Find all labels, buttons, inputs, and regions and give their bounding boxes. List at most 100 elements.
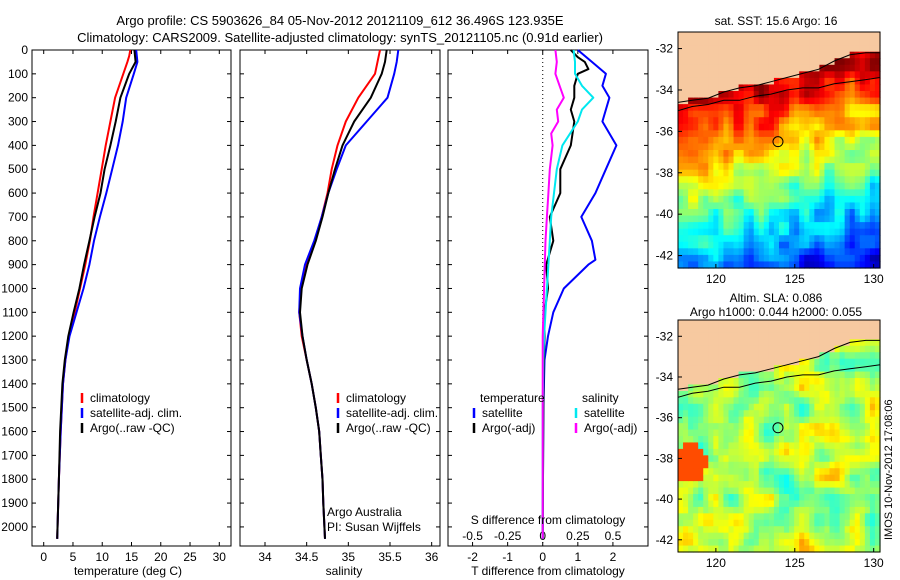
map-cell: [768, 378, 775, 386]
map-cell: [814, 448, 820, 456]
map-cell: [794, 163, 800, 171]
map-cell: [854, 410, 861, 418]
map-cell: [779, 38, 785, 46]
map-cell: [874, 195, 881, 204]
map-cell: [688, 448, 694, 456]
map-cell: [683, 487, 689, 495]
map-cell: [763, 110, 770, 118]
map-cell: [824, 365, 831, 373]
map-cell: [809, 182, 815, 190]
map-cell: [799, 461, 805, 469]
x-tick-label: 125: [785, 556, 805, 570]
map-cell: [693, 91, 699, 99]
map-cell: [723, 261, 730, 269]
map-cell: [753, 143, 760, 151]
map-cell: [728, 332, 735, 340]
map-cell: [829, 248, 836, 256]
map-cell: [849, 58, 856, 66]
map-cell: [698, 169, 704, 177]
map-cell: [708, 84, 714, 92]
map-cell: [864, 513, 871, 521]
map-cell: [768, 202, 775, 210]
map-cell: [804, 182, 810, 190]
map-cell: [854, 371, 861, 379]
x-tick-label: 0: [40, 550, 47, 564]
map-cell: [834, 397, 841, 405]
map-cell: [834, 532, 841, 540]
map-cell: [728, 461, 735, 469]
map-cell: [824, 410, 831, 418]
map-cell: [738, 519, 745, 527]
map-cell: [743, 110, 750, 118]
map-cell: [698, 487, 704, 495]
map-cell: [844, 519, 851, 527]
map-cell: [779, 468, 785, 476]
map-cell: [698, 32, 704, 40]
map-cell: [743, 403, 750, 411]
map-cell: [708, 358, 714, 366]
map-cell: [849, 423, 856, 431]
map-cell: [743, 51, 750, 59]
map-cell: [789, 169, 795, 177]
legend-label: climatology: [90, 391, 150, 405]
y-tick-label: 200: [8, 91, 28, 105]
map-cell: [713, 176, 719, 184]
map-cell: [683, 241, 689, 249]
map-cell: [829, 176, 836, 184]
map-cell: [768, 410, 775, 418]
map-cell: [874, 339, 881, 347]
map-cell: [753, 358, 760, 366]
map-cell: [733, 235, 740, 243]
map-cell: [799, 241, 805, 249]
map-cell: [864, 241, 871, 249]
map-cell: [819, 156, 826, 164]
map-cell: [738, 332, 745, 340]
map-cell: [794, 123, 800, 131]
map-cell: [829, 545, 836, 553]
map-cell: [819, 169, 826, 177]
map-cell: [758, 51, 765, 59]
map-cell: [683, 123, 689, 131]
map-cell: [854, 123, 861, 131]
map-cell: [718, 410, 725, 418]
map-cell: [819, 189, 826, 197]
map-cell: [688, 32, 694, 40]
map-cell: [733, 150, 740, 158]
map-cell: [789, 248, 795, 256]
map-cell: [784, 58, 790, 66]
map-cell: [763, 71, 770, 79]
map-cell: [693, 345, 699, 353]
map-cell: [859, 150, 866, 158]
map-cell: [804, 209, 810, 217]
map-cell: [869, 397, 876, 405]
map-cell: [748, 397, 755, 405]
map-cell: [773, 320, 780, 328]
map-cell: [804, 494, 810, 502]
x-tick-label: 1: [574, 550, 581, 564]
map-cell: [799, 110, 805, 118]
map-cell: [829, 64, 836, 72]
map-cell: [809, 390, 815, 398]
map-cell: [748, 91, 755, 99]
map-cell: [834, 416, 841, 424]
map-cell: [794, 176, 800, 184]
map-cell: [688, 97, 694, 105]
map-cell: [814, 110, 820, 118]
map-cell: [678, 532, 684, 540]
map-cell: [748, 455, 755, 463]
map-cell: [794, 169, 800, 177]
map-cell: [804, 64, 810, 72]
map-cell: [738, 209, 745, 217]
map-cell: [864, 436, 871, 444]
map-cell: [733, 45, 740, 53]
map-cell: [758, 468, 765, 476]
map-cell: [683, 448, 689, 456]
map-cell: [824, 519, 831, 527]
map-cell: [698, 326, 704, 334]
map-cell: [839, 64, 846, 72]
map-cell: [703, 58, 709, 66]
map-cell: [789, 143, 795, 151]
map-cell: [743, 436, 750, 444]
map-cell: [859, 110, 866, 118]
map-cell: [844, 416, 851, 424]
